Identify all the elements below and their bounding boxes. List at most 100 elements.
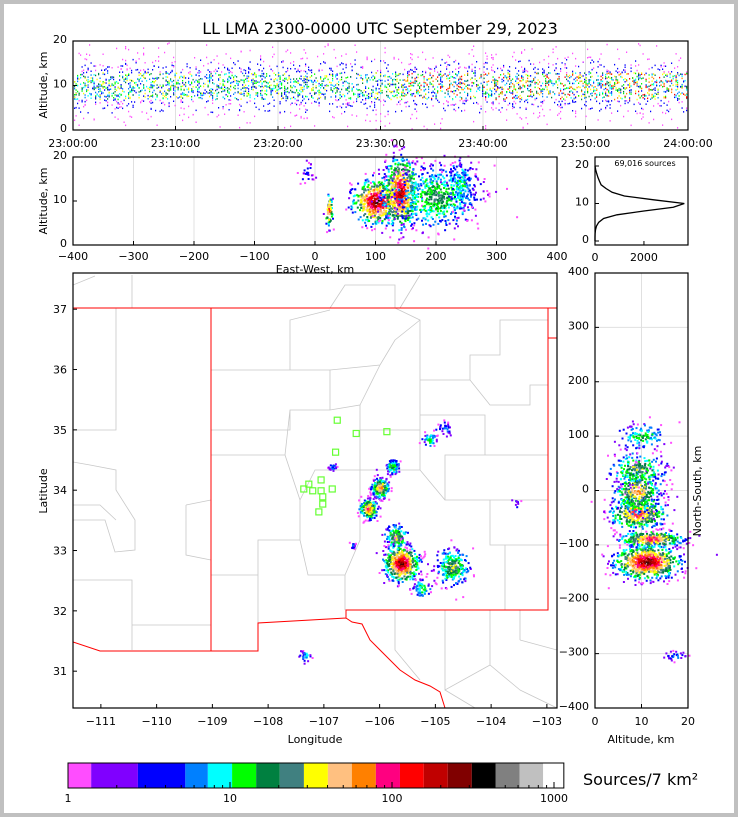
- source-point: [294, 86, 296, 88]
- density-cell: [402, 190, 404, 193]
- source-point: [354, 44, 356, 46]
- source-point: [486, 58, 488, 60]
- source-point: [497, 80, 499, 82]
- source-point: [80, 54, 82, 56]
- density-cell: [445, 224, 448, 226]
- source-point: [197, 81, 199, 83]
- source-point: [359, 93, 361, 96]
- source-point: [276, 65, 278, 68]
- density-cell: [350, 208, 353, 211]
- source-point: [459, 83, 461, 85]
- source-point: [302, 90, 304, 92]
- source-point: [639, 77, 641, 79]
- density-cell: [443, 187, 445, 189]
- source-point: [452, 98, 454, 101]
- density-cell: [404, 218, 407, 221]
- source-point: [167, 89, 169, 91]
- source-point: [551, 96, 553, 99]
- source-point: [522, 71, 524, 73]
- density-cell: [475, 191, 477, 194]
- source-point: [267, 110, 269, 112]
- source-point: [624, 69, 626, 71]
- density-cell: [400, 188, 403, 190]
- source-point: [117, 94, 119, 96]
- density-cell: [408, 214, 411, 217]
- density-cell: [377, 197, 379, 200]
- source-point: [128, 73, 130, 75]
- source-point: [600, 75, 602, 78]
- source-point: [110, 78, 112, 80]
- source-point: [492, 87, 494, 89]
- source-point: [501, 81, 503, 83]
- density-cell: [410, 177, 413, 180]
- source-point: [303, 49, 305, 51]
- source-point: [210, 75, 212, 77]
- source-point: [314, 91, 316, 94]
- source-point: [107, 95, 109, 97]
- source-point: [531, 80, 533, 82]
- source-point: [641, 73, 643, 75]
- source-point: [593, 89, 595, 91]
- source-point: [581, 80, 583, 82]
- source-point: [417, 73, 419, 76]
- source-point: [182, 68, 184, 71]
- density-cell: [402, 173, 405, 176]
- source-point: [479, 111, 481, 114]
- density-cell: [422, 168, 425, 171]
- source-point: [447, 77, 449, 80]
- density-cell: [384, 185, 387, 188]
- source-point: [216, 95, 218, 97]
- source-point: [666, 109, 668, 112]
- density-cell: [370, 208, 373, 211]
- source-point: [84, 100, 86, 103]
- source-point: [93, 74, 95, 76]
- source-point: [353, 93, 355, 96]
- source-point: [404, 86, 406, 88]
- source-point: [542, 100, 544, 103]
- density-cell: [380, 214, 383, 217]
- source-point: [189, 67, 191, 69]
- source-point: [114, 86, 116, 88]
- source-point: [108, 89, 110, 91]
- source-point: [188, 91, 190, 93]
- source-point: [206, 74, 208, 76]
- source-point: [543, 75, 545, 78]
- source-point: [486, 62, 488, 64]
- source-point: [651, 74, 653, 76]
- source-point: [332, 77, 334, 80]
- density-cell: [392, 160, 395, 163]
- source-point: [608, 81, 610, 84]
- density-cell: [387, 181, 390, 184]
- source-point: [540, 91, 542, 94]
- source-point: [255, 82, 257, 84]
- figure: [4, 4, 734, 813]
- density-cell: [440, 201, 443, 204]
- source-point: [285, 99, 287, 102]
- source-point: [555, 80, 557, 82]
- source-point: [318, 105, 320, 107]
- density-cell: [403, 159, 406, 162]
- source-point: [380, 113, 382, 115]
- source-point: [609, 104, 611, 106]
- density-cell: [394, 158, 397, 161]
- density-cell: [432, 189, 435, 192]
- density-cell: [444, 229, 447, 232]
- source-point: [284, 110, 286, 113]
- density-cell: [360, 193, 363, 196]
- source-point: [224, 84, 226, 87]
- source-point: [539, 61, 541, 64]
- source-point: [273, 78, 275, 81]
- source-point: [473, 45, 475, 47]
- source-point: [129, 115, 131, 118]
- source-point: [348, 87, 350, 89]
- x-tick-label: 200: [426, 250, 447, 263]
- source-point: [401, 86, 403, 88]
- source-point: [233, 86, 235, 89]
- source-point: [98, 86, 100, 88]
- source-point: [657, 68, 659, 70]
- source-point: [377, 98, 379, 100]
- density-cell: [437, 200, 440, 203]
- source-point: [354, 63, 356, 66]
- source-point: [254, 102, 256, 105]
- source-point: [243, 81, 245, 84]
